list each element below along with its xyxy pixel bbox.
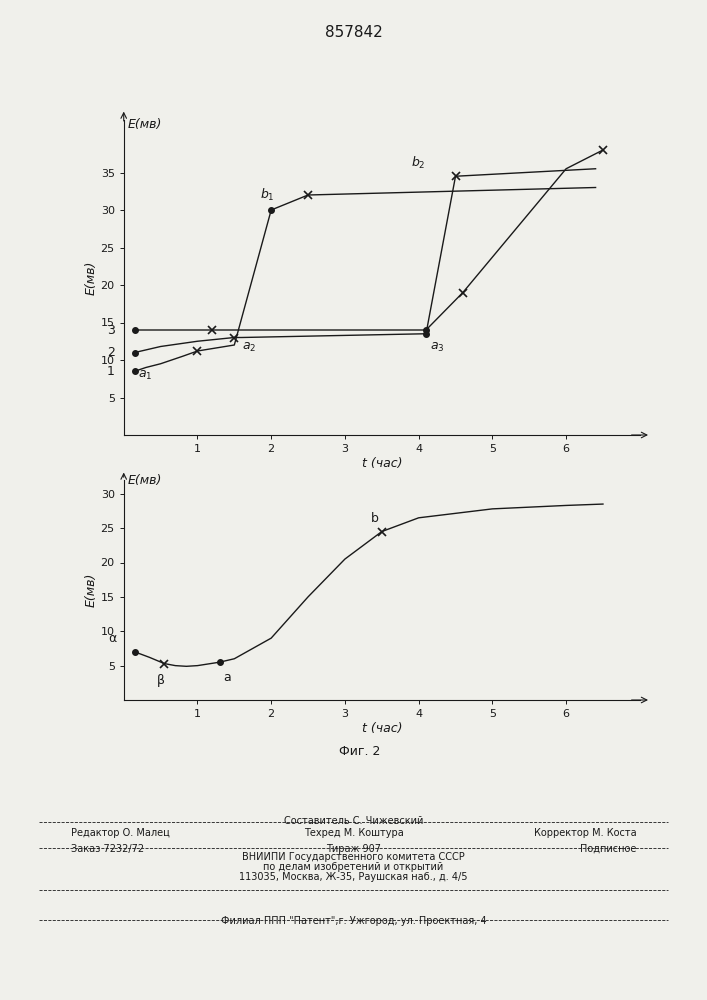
X-axis label: t (чac): t (чac) — [361, 722, 402, 735]
Text: E(мв): E(мв) — [127, 474, 162, 487]
Text: Техред М. Коштура: Техред М. Коштура — [303, 828, 404, 838]
Text: ВНИИПИ Государственного комитета СССР: ВНИИПИ Государственного комитета СССР — [242, 852, 465, 862]
Text: 113035, Москва, Ж-35, Раушская наб., д. 4/5: 113035, Москва, Ж-35, Раушская наб., д. … — [239, 872, 468, 882]
Text: Подписное: Подписное — [580, 844, 636, 854]
Text: Фиг. 1: Фиг. 1 — [339, 499, 380, 512]
Text: 2: 2 — [107, 346, 115, 359]
X-axis label: t (чac): t (чac) — [361, 457, 402, 470]
Text: Филиал ППП "Патент",г. Ужгород, ул. Проектная, 4: Филиал ППП "Патент",г. Ужгород, ул. Прое… — [221, 916, 486, 926]
Text: Составитель С. Чижевский: Составитель С. Чижевский — [284, 816, 423, 826]
Text: $b_1$: $b_1$ — [260, 186, 275, 203]
Text: b: b — [370, 512, 378, 525]
Text: 1: 1 — [107, 365, 115, 378]
Y-axis label: E(мв): E(мв) — [85, 573, 98, 607]
Text: Фиг. 2: Фиг. 2 — [339, 745, 380, 758]
Y-axis label: E(мв): E(мв) — [85, 260, 98, 295]
Text: $b_2$: $b_2$ — [411, 155, 426, 171]
Text: α: α — [108, 632, 117, 645]
Text: $a_2$: $a_2$ — [242, 341, 256, 354]
Text: Тираж 907: Тираж 907 — [326, 844, 381, 854]
Text: $a_3$: $a_3$ — [430, 341, 444, 354]
Text: по делам изобретений и открытий: по делам изобретений и открытий — [264, 862, 443, 872]
Text: Заказ 7232/72: Заказ 7232/72 — [71, 844, 144, 854]
Text: β: β — [157, 674, 165, 687]
Text: $a_1$: $a_1$ — [139, 369, 153, 382]
Text: E(мв): E(мв) — [127, 118, 162, 131]
Text: Корректор М. Коста: Корректор М. Коста — [534, 828, 636, 838]
Text: 857842: 857842 — [325, 25, 382, 40]
Text: Редактор О. Малец: Редактор О. Малец — [71, 828, 170, 838]
Text: 3: 3 — [107, 324, 115, 336]
Text: a: a — [223, 671, 231, 684]
